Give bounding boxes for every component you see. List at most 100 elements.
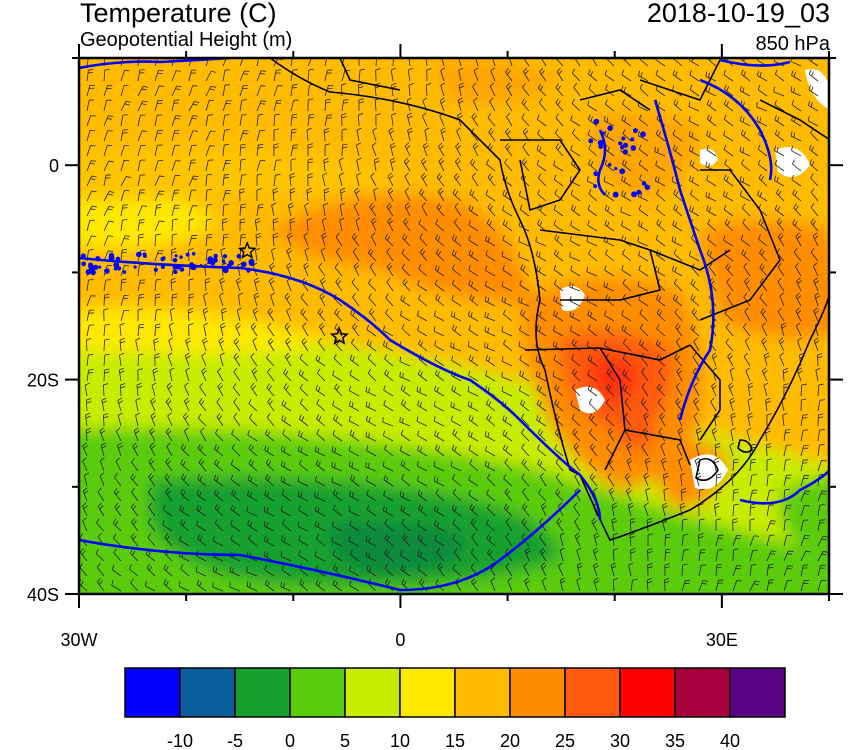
wind-barb: [103, 145, 113, 157]
wind-barb: [137, 159, 146, 172]
wind-barb: [187, 308, 194, 322]
wind-barb: [622, 159, 632, 172]
wind-barb: [622, 353, 632, 367]
wind-barb: [86, 99, 95, 112]
wind-barb: [367, 248, 377, 262]
wind-barb: [315, 354, 326, 367]
colorbar-labels: -10 -5 0 5 10 15 20 25 30 35 40: [167, 731, 740, 750]
wind-barb: [421, 112, 428, 127]
wind-barb: [639, 308, 649, 322]
wind-barb: [452, 188, 462, 202]
wind-barb: [286, 307, 292, 322]
wind-barb: [417, 280, 428, 292]
wind-barb: [588, 159, 598, 172]
wind-barb: [167, 352, 173, 367]
wind-barb: [604, 69, 615, 82]
wind-barb: [711, 352, 718, 367]
wind-barb: [171, 70, 181, 82]
wind-barb: [372, 127, 378, 142]
wind-barb: [758, 234, 768, 247]
wind-barb: [118, 367, 125, 382]
wind-barb: [102, 383, 109, 397]
wind-barb: [689, 175, 700, 187]
wind-barb: [757, 190, 768, 202]
wind-barb: [152, 367, 159, 382]
wind-barb: [400, 310, 411, 322]
wind-barb: [758, 218, 768, 232]
wind-barb: [368, 293, 377, 307]
wind-barb: [622, 249, 632, 262]
wind-barb: [204, 277, 211, 292]
colorbar-box: [564, 667, 621, 718]
wind-barb: [570, 115, 581, 127]
wind-barb: [455, 142, 462, 157]
wind-barb: [588, 144, 598, 157]
wind-barb: [489, 82, 496, 97]
colorbar-box: [234, 667, 291, 718]
wind-barb: [453, 173, 462, 187]
wind-barb: [120, 219, 128, 232]
wind-barb: [334, 308, 343, 322]
wind-barb: [356, 157, 362, 172]
wind-barb: [222, 160, 231, 172]
wind-barb: [553, 219, 564, 232]
wind-barb: [154, 323, 161, 337]
wind-barb: [367, 353, 377, 367]
wind-barb: [401, 248, 411, 262]
wind-barb: [239, 233, 247, 247]
wind-barb: [299, 353, 309, 367]
wind-barb: [303, 232, 309, 247]
wind-barb: [673, 99, 683, 112]
wind-barb: [504, 158, 513, 172]
wind-barb: [674, 308, 683, 322]
wind-barb: [324, 114, 333, 127]
wind-barb: [809, 159, 819, 172]
wind-barb: [741, 69, 751, 82]
wind-barb: [553, 204, 564, 217]
wind-barb: [239, 158, 246, 172]
wind-barb: [621, 190, 632, 202]
wind-barb: [171, 175, 181, 187]
wind-barb: [315, 384, 326, 397]
wind-barb: [166, 382, 173, 397]
wind-barb: [673, 294, 683, 307]
wind-barb: [251, 367, 258, 382]
wind-barb: [484, 280, 496, 292]
wind-barb: [256, 173, 263, 187]
wind-barb: [506, 112, 513, 127]
wind-barb: [238, 292, 244, 307]
wind-barb: [621, 115, 632, 127]
wind-barb: [795, 232, 802, 247]
wind-barb: [779, 292, 785, 307]
wind-barb: [689, 205, 700, 217]
wind-barb: [273, 85, 283, 97]
wind-barb: [386, 202, 394, 217]
wind-barb: [553, 264, 564, 277]
wind-barb: [440, 127, 447, 142]
wind-barb: [706, 145, 717, 157]
wind-barb: [484, 342, 496, 352]
wind-barb: [383, 385, 394, 397]
wind-barb: [236, 307, 242, 322]
wind-barb: [383, 325, 394, 337]
wind-barb: [171, 293, 178, 307]
wind-barb: [272, 217, 279, 232]
wind-barb: [451, 234, 462, 247]
wind-barb: [86, 309, 95, 322]
wind-barb: [86, 190, 97, 202]
wind-barb: [707, 219, 717, 232]
wind-barb: [103, 323, 110, 337]
wind-barb: [472, 142, 479, 157]
wind-barb: [154, 160, 164, 172]
wind-barb: [588, 189, 598, 202]
wind-barb: [273, 113, 280, 127]
wind-barb: [322, 172, 328, 187]
wind-barb: [468, 235, 479, 247]
wind-barb: [434, 279, 445, 292]
wind-barb: [120, 85, 130, 97]
wind-barb: [348, 385, 360, 397]
wind-barb: [522, 82, 530, 97]
wind-barb: [103, 85, 113, 97]
wind-barb: [468, 310, 479, 322]
wind-barb: [391, 112, 397, 127]
